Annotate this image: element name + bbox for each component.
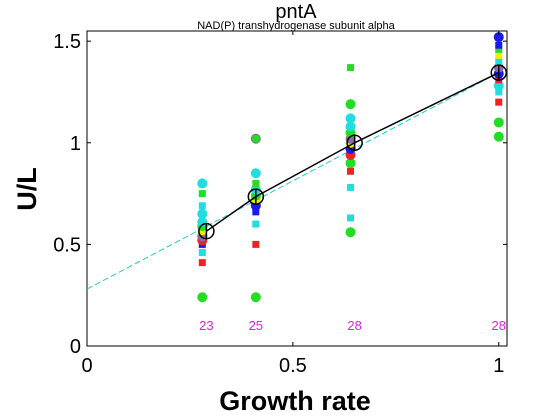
data-point-circle	[250, 292, 261, 303]
data-point-square	[347, 183, 355, 191]
mean-marker	[490, 64, 508, 81]
plot-area	[86, 30, 508, 347]
x-tick-label: 0.5	[279, 355, 307, 377]
y-tick-label: 0	[70, 336, 81, 358]
data-point-square	[198, 202, 206, 210]
data-point-square	[347, 167, 355, 175]
data-point-square	[495, 41, 503, 49]
data-point-circle	[493, 131, 504, 142]
data-point-circle	[345, 121, 356, 132]
data-point-square	[347, 64, 355, 72]
mean-marker	[198, 222, 215, 240]
data-point-square	[252, 240, 260, 248]
data-point-circle	[197, 292, 208, 303]
x-axis-label: Growth rate	[219, 386, 371, 416]
mean-marker	[247, 188, 265, 205]
data-point-circle	[197, 208, 208, 219]
data-point-square	[495, 57, 503, 65]
y-tick-label: 1.5	[53, 31, 81, 53]
data-point-square	[495, 45, 503, 53]
data-point-circle	[345, 227, 356, 238]
data-point-square	[198, 259, 206, 267]
mean-line	[205, 71, 500, 232]
data-point-circle	[493, 32, 504, 43]
x-tick-label: 1	[493, 355, 504, 377]
fit-line	[86, 72, 499, 290]
data-point-square	[252, 179, 260, 187]
chart-subtitle: NAD(P) transhydrogenase subunit alpha	[197, 20, 395, 32]
chart-title: pntA	[275, 1, 317, 23]
data-point-square	[252, 135, 260, 143]
y-tick-label: 1	[70, 133, 81, 155]
sample-count-label: 28	[492, 318, 506, 333]
data-point-square	[495, 88, 503, 96]
data-point-square	[347, 214, 355, 222]
mean-marker	[346, 134, 363, 152]
data-point-square	[495, 98, 503, 106]
data-point-circle	[345, 99, 356, 110]
sample-count-label: 23	[199, 318, 213, 333]
data-point-square	[252, 208, 260, 216]
data-point-circle	[345, 113, 356, 124]
data-point-square	[198, 190, 206, 198]
sample-count-label: 25	[249, 318, 263, 333]
data-point-square	[198, 249, 206, 257]
sample-count-label: 28	[347, 318, 361, 333]
y-tick-label: 0.5	[53, 234, 81, 256]
data-point-circle	[493, 117, 504, 128]
data-point-circle	[197, 178, 208, 189]
data-point-circle	[345, 158, 356, 169]
x-tick-label: 0	[81, 355, 92, 377]
data-point-square	[252, 220, 260, 228]
y-axis-label: U/L	[12, 167, 42, 211]
data-point-circle	[250, 168, 261, 179]
data-point-circle	[493, 80, 504, 91]
data-point-square	[495, 51, 503, 59]
